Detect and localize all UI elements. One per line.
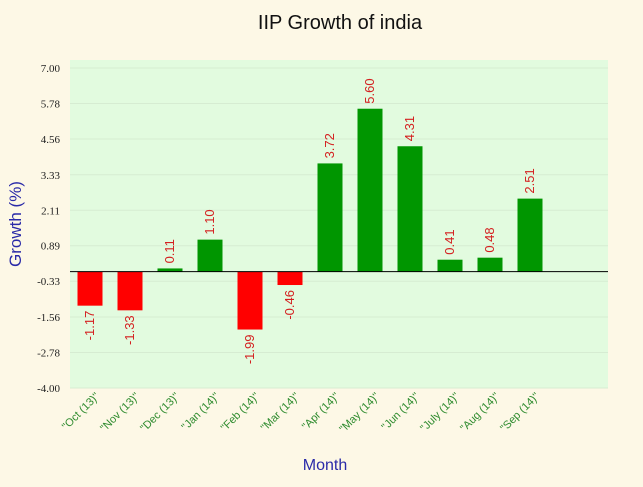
data-label: 2.51 [522,168,537,193]
bar [237,271,263,330]
data-label: -1.17 [82,311,97,341]
x-axis-label: Month [303,457,347,474]
data-label: 1.10 [202,209,217,234]
data-label: 0.41 [442,229,457,254]
data-label: 0.48 [482,227,497,252]
y-tick-label: 2.11 [41,205,60,217]
x-tick-label: "Feb (14)" [219,391,262,434]
x-tick-label: "Jun (14)" [380,391,423,434]
y-axis-label: Growth (%) [6,181,25,267]
x-tick-label: "Aug (14)" [458,391,502,435]
x-axis-ticks: "Oct (13)""Nov (13)""Dec (13)""Jan (14)"… [60,391,542,436]
data-label: -1.99 [242,335,257,365]
x-tick-label: "Dec (13)" [138,391,182,435]
bar [77,271,103,306]
y-tick-label: -0.33 [37,276,60,288]
bar [317,163,343,272]
bar [277,271,303,286]
y-tick-label: 7.00 [41,63,61,75]
bar [157,268,183,272]
bar [517,198,543,272]
y-tick-label: -2.78 [37,348,60,360]
data-label: 0.11 [162,239,177,263]
data-labels: -1.17 -1.33 0.11 1.10 -1.99 -0.46 3.72 5.60 4.31… [82,78,537,364]
x-tick-label: "Oct (13)" [60,391,102,433]
bar [197,239,223,272]
x-tick-label: "May (14)" [337,391,382,436]
bars [77,108,543,330]
x-tick-label: "Nov (13)" [98,391,142,435]
data-label: -1.33 [122,315,137,345]
x-tick-label: "July (14)" [418,391,462,435]
y-tick-label: -1.56 [37,312,60,324]
x-tick-label: "Apr (14)" [300,391,342,433]
y-axis-ticks: 7.00 5.78 4.56 3.33 2.11 0.89 -0.33 -1.56 -2.78 -… [37,63,60,395]
data-label: 3.72 [322,133,337,158]
chart-title: IIP Growth of india [258,12,423,34]
x-tick-label: "Mar (14)" [259,391,302,434]
bar [477,257,503,272]
bar [357,108,383,272]
x-tick-label: "Jan (14)" [180,391,223,434]
data-label: 4.31 [402,116,417,141]
x-tick-label: "Sep (14)" [498,391,542,435]
y-tick-label: -4.00 [37,383,60,395]
data-label: -0.46 [282,290,297,320]
y-tick-label: 0.89 [41,241,61,253]
bar [117,271,143,311]
bar [397,146,423,272]
bar [437,259,463,272]
y-tick-label: 5.78 [41,98,61,110]
y-tick-label: 3.33 [41,170,61,182]
data-label: 5.60 [362,78,377,103]
y-tick-label: 4.56 [41,134,61,146]
